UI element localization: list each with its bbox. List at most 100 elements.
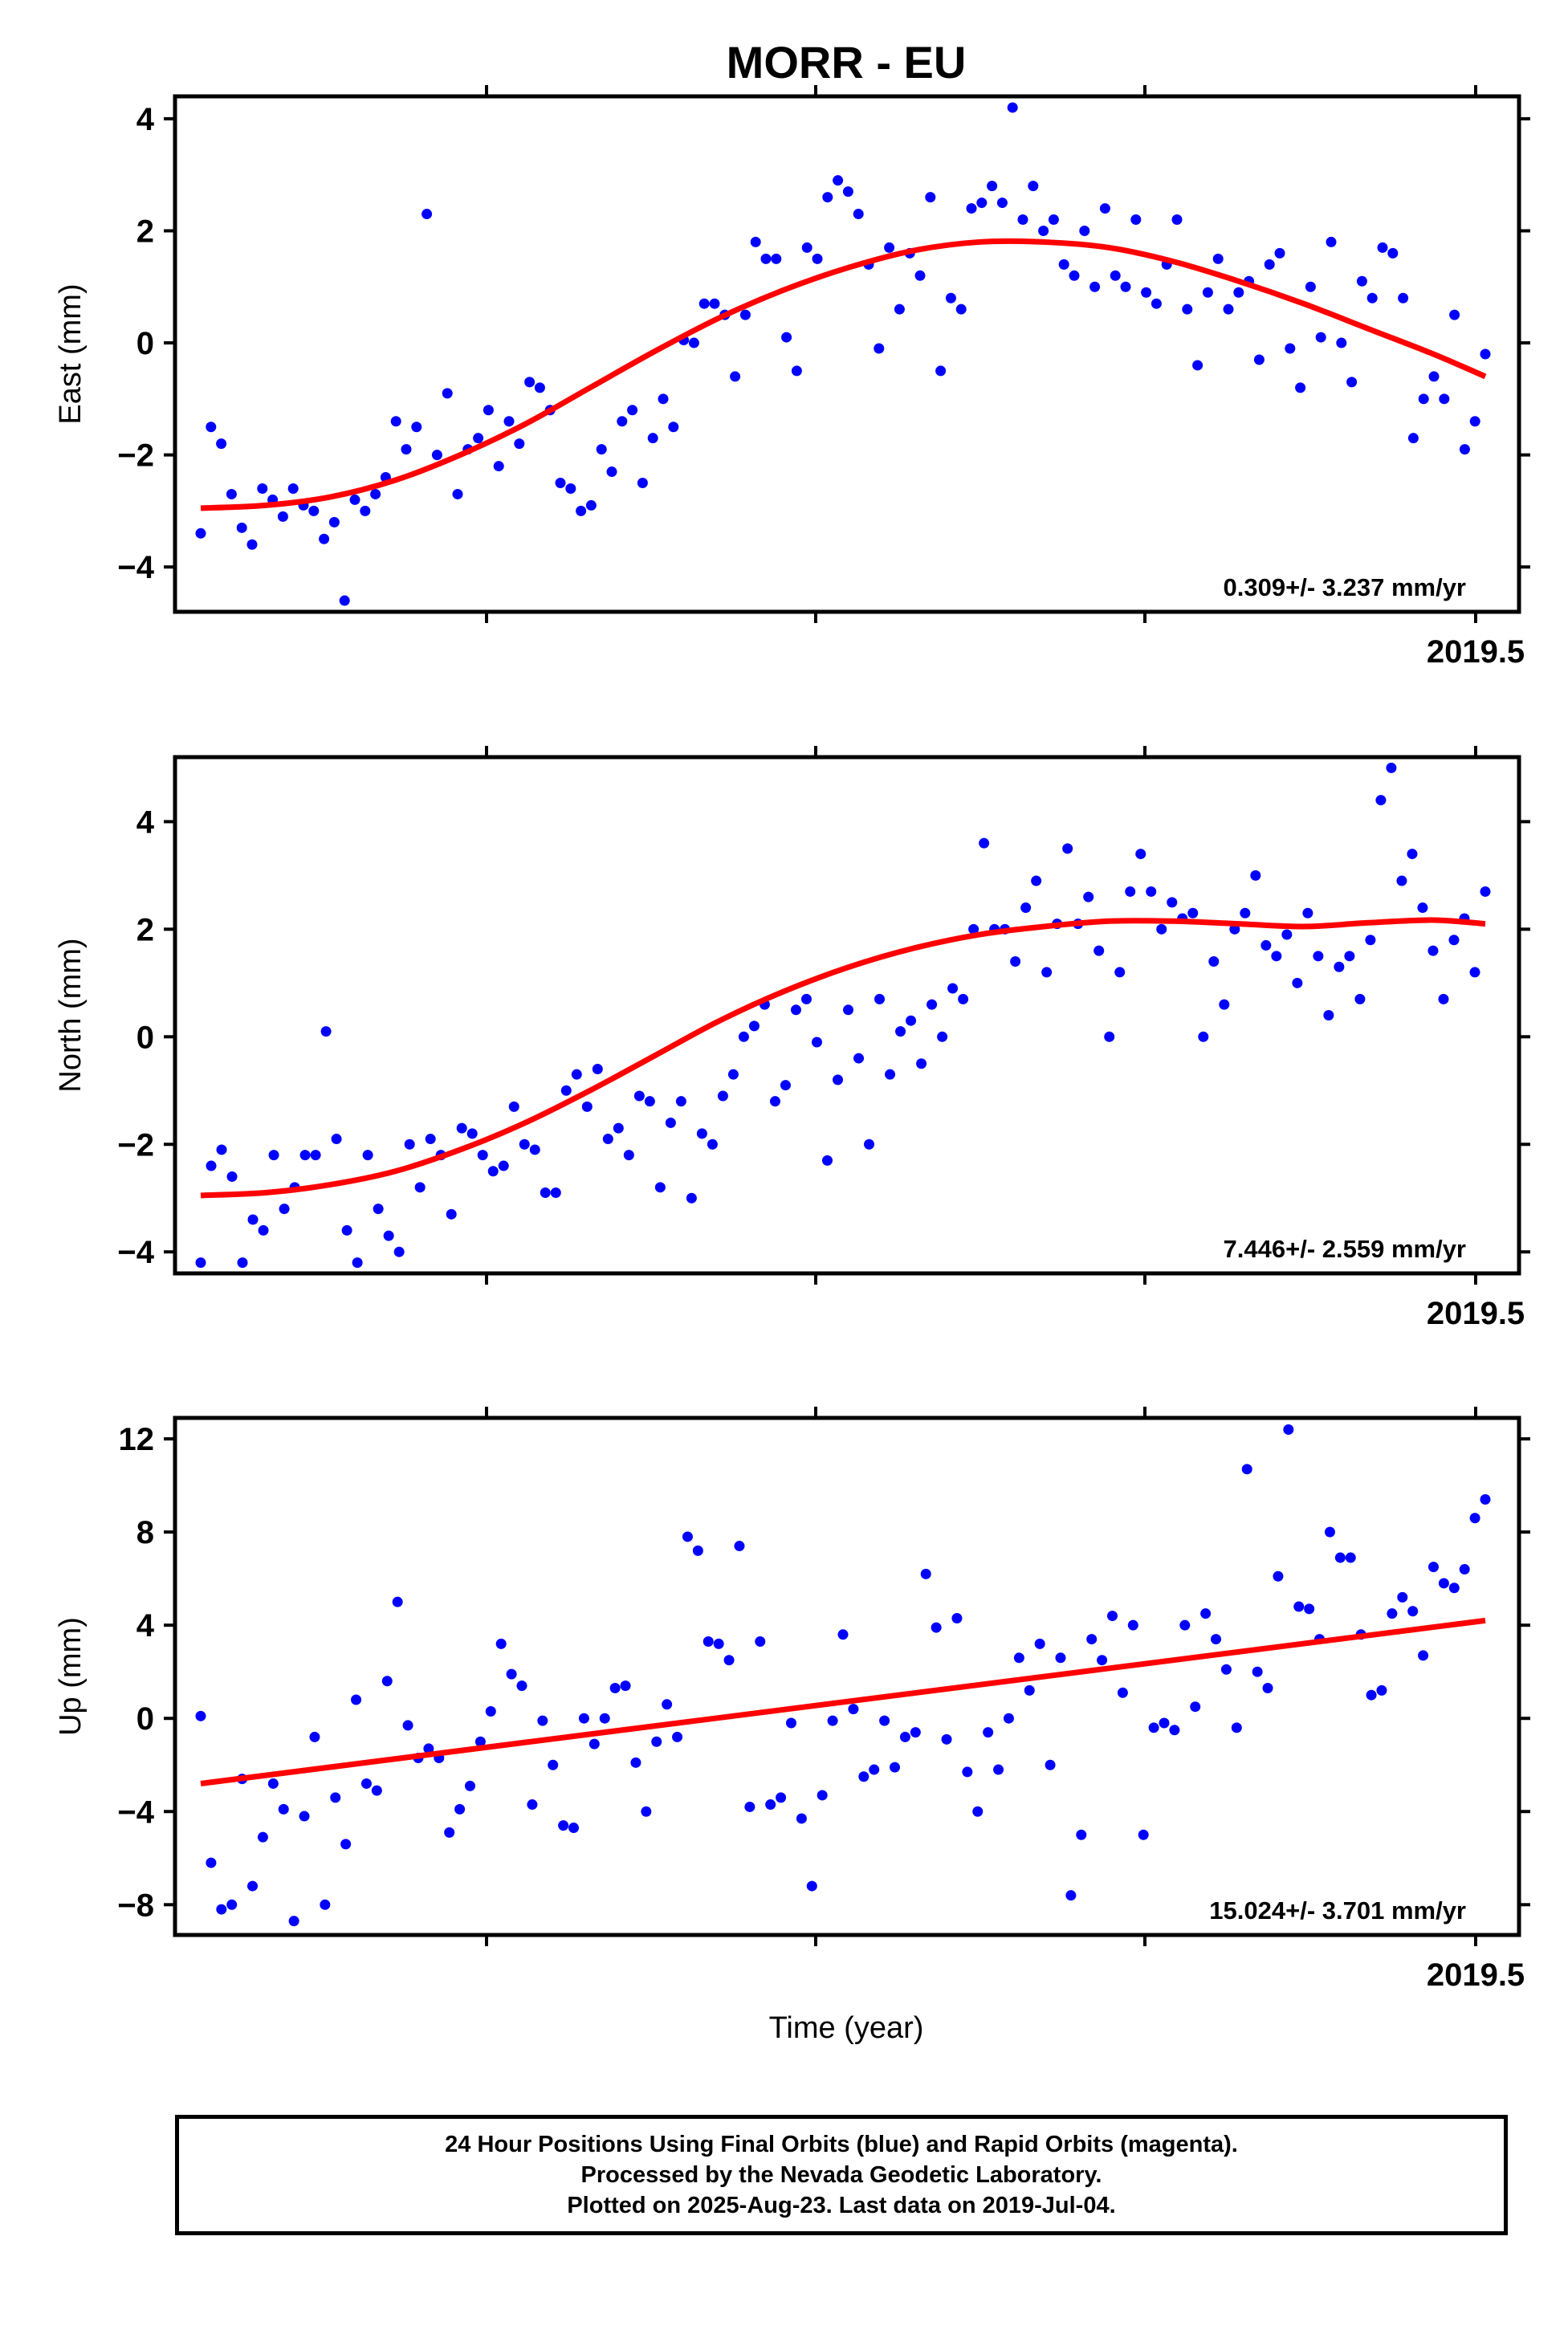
data-point-north <box>331 1134 342 1145</box>
data-point-north <box>1281 929 1293 940</box>
data-point-north <box>498 1160 509 1171</box>
data-point-up <box>848 1704 859 1715</box>
data-point-east <box>514 438 525 450</box>
data-point-north <box>466 1128 478 1139</box>
data-point-east <box>1141 287 1152 298</box>
data-point-east <box>246 539 258 550</box>
data-point-north <box>258 1224 269 1236</box>
data-point-east <box>1212 253 1224 264</box>
data-point-east <box>709 298 720 309</box>
data-point-up <box>662 1699 673 1710</box>
data-point-east <box>853 209 864 220</box>
data-point-up <box>548 1759 559 1770</box>
data-point-north <box>519 1139 530 1150</box>
data-point-north <box>592 1063 603 1074</box>
data-point-up <box>1220 1664 1232 1675</box>
data-point-up <box>993 1764 1004 1775</box>
data-point-east <box>390 416 401 427</box>
data-point-east <box>1099 203 1110 214</box>
data-point-east <box>1274 247 1285 259</box>
data-point-east <box>1192 360 1203 371</box>
data-point-north <box>1261 939 1272 951</box>
plot-area-north <box>195 762 1491 1269</box>
x-tick-label-east: 2019.5 <box>1427 634 1525 670</box>
data-point-up <box>392 1596 403 1607</box>
data-point-north <box>613 1122 624 1134</box>
data-point-east <box>668 422 679 433</box>
data-point-east <box>524 377 536 388</box>
data-point-north <box>1219 999 1230 1010</box>
data-point-east <box>966 203 977 214</box>
data-point-east <box>1356 275 1367 287</box>
data-point-east <box>688 337 699 348</box>
data-point-up <box>1117 1687 1128 1698</box>
panel-frame-up <box>173 1416 1521 1937</box>
data-point-up <box>299 1811 310 1822</box>
data-point-north <box>1292 977 1303 988</box>
data-point-up <box>1418 1650 1429 1661</box>
data-point-north <box>1083 891 1094 902</box>
data-point-east <box>771 253 782 264</box>
data-point-east <box>401 444 412 455</box>
data-point-east <box>833 175 844 186</box>
y-tick-label-east: −4 <box>117 550 154 585</box>
data-point-east <box>1439 393 1450 405</box>
data-point-east <box>955 303 967 315</box>
data-point-up <box>1283 1424 1294 1436</box>
y-tick-label-up: 8 <box>136 1515 154 1550</box>
data-point-up <box>1169 1725 1180 1736</box>
data-point-up <box>827 1715 838 1726</box>
data-point-up <box>1127 1619 1138 1631</box>
data-point-up <box>516 1680 527 1692</box>
data-point-east <box>328 516 340 528</box>
data-point-east <box>1285 343 1296 354</box>
data-point-up <box>527 1799 538 1811</box>
data-point-north <box>1041 967 1053 978</box>
data-point-east <box>925 192 936 203</box>
data-point-east <box>1017 214 1028 226</box>
data-point-north <box>1427 945 1439 956</box>
data-point-up <box>206 1857 217 1868</box>
y-tick-label-east: −2 <box>117 438 154 474</box>
data-point-east <box>1028 181 1039 192</box>
data-point-east <box>812 253 823 264</box>
y-tick-label-up: 12 <box>119 1422 155 1457</box>
model-curve-up <box>200 1617 1486 1786</box>
data-point-north <box>1104 1031 1115 1042</box>
data-point-north <box>1375 795 1387 806</box>
data-point-up <box>1148 1722 1159 1733</box>
data-point-up <box>340 1839 352 1850</box>
data-point-north <box>1020 902 1032 914</box>
y-tick-label-east: 2 <box>136 214 154 249</box>
data-point-north <box>279 1204 290 1215</box>
model-curve-east <box>200 238 1487 511</box>
data-point-north <box>947 983 959 994</box>
data-point-up <box>682 1531 693 1542</box>
data-point-up <box>578 1713 589 1724</box>
data-point-east <box>216 438 227 450</box>
data-point-east <box>503 416 515 427</box>
data-point-east <box>730 371 741 382</box>
y-axis-label-east: East (mm) <box>54 283 88 424</box>
data-point-up <box>692 1545 703 1556</box>
data-point-north <box>727 1069 739 1080</box>
data-point-north <box>508 1101 519 1112</box>
data-point-north <box>1302 907 1313 919</box>
y-tick-label-north: 4 <box>136 805 155 840</box>
data-point-east <box>370 488 381 499</box>
data-point-north <box>195 1257 206 1269</box>
data-point-east <box>493 461 504 472</box>
data-point-up <box>309 1731 320 1742</box>
data-point-east <box>1079 225 1090 236</box>
data-point-east <box>360 505 371 516</box>
data-point-north <box>216 1144 227 1155</box>
data-point-north <box>414 1182 426 1193</box>
data-point-up <box>785 1717 796 1729</box>
data-point-north <box>1396 875 1407 886</box>
data-point-north <box>853 1053 865 1064</box>
data-point-up <box>1200 1608 1212 1619</box>
x-axis-label: Time (year) <box>769 2011 924 2045</box>
data-point-east <box>1202 287 1213 298</box>
data-point-up <box>879 1715 890 1726</box>
data-point-east <box>894 303 905 315</box>
